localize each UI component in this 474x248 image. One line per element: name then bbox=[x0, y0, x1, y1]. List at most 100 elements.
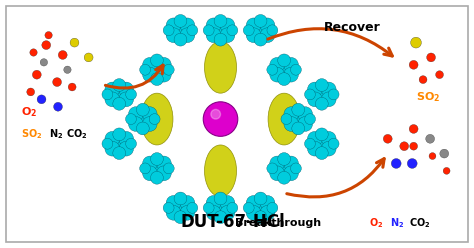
Circle shape bbox=[30, 49, 37, 56]
Circle shape bbox=[102, 89, 113, 100]
Circle shape bbox=[283, 156, 299, 171]
Circle shape bbox=[270, 67, 284, 82]
Circle shape bbox=[254, 33, 267, 46]
Circle shape bbox=[291, 163, 301, 174]
Text: $\mathregular{O_2}$: $\mathregular{O_2}$ bbox=[21, 105, 37, 119]
Circle shape bbox=[298, 117, 312, 131]
Circle shape bbox=[315, 147, 328, 159]
Circle shape bbox=[308, 92, 322, 107]
Circle shape bbox=[409, 124, 418, 133]
Circle shape bbox=[283, 166, 299, 181]
Circle shape bbox=[203, 102, 238, 136]
Circle shape bbox=[278, 54, 291, 67]
Circle shape bbox=[315, 79, 328, 92]
Circle shape bbox=[267, 163, 278, 174]
Circle shape bbox=[210, 20, 231, 41]
Circle shape bbox=[166, 195, 181, 210]
Circle shape bbox=[311, 84, 332, 105]
Text: $\mathregular{SO_2}$: $\mathregular{SO_2}$ bbox=[416, 90, 440, 104]
Circle shape bbox=[132, 109, 153, 129]
Circle shape bbox=[143, 67, 157, 82]
Text: $\mathregular{N_2}$: $\mathregular{N_2}$ bbox=[390, 216, 404, 230]
Circle shape bbox=[113, 97, 126, 110]
Circle shape bbox=[140, 163, 151, 174]
Circle shape bbox=[292, 122, 305, 135]
Ellipse shape bbox=[204, 145, 237, 197]
Circle shape bbox=[109, 84, 129, 105]
Circle shape bbox=[119, 131, 134, 146]
Circle shape bbox=[328, 138, 339, 149]
Circle shape bbox=[220, 205, 235, 220]
Circle shape bbox=[246, 28, 261, 43]
Circle shape bbox=[304, 138, 315, 149]
Circle shape bbox=[142, 117, 157, 131]
Circle shape bbox=[407, 158, 417, 168]
Circle shape bbox=[68, 83, 76, 91]
Circle shape bbox=[128, 107, 143, 122]
Circle shape bbox=[260, 18, 275, 33]
Circle shape bbox=[321, 92, 336, 107]
Ellipse shape bbox=[141, 93, 173, 145]
Circle shape bbox=[156, 156, 171, 171]
Circle shape bbox=[163, 25, 174, 36]
Circle shape bbox=[298, 107, 312, 122]
Circle shape bbox=[315, 128, 328, 141]
Circle shape bbox=[140, 64, 151, 75]
Circle shape bbox=[227, 202, 238, 213]
Circle shape bbox=[288, 109, 309, 129]
FancyBboxPatch shape bbox=[7, 6, 467, 242]
Circle shape bbox=[260, 28, 275, 43]
Circle shape bbox=[149, 114, 160, 124]
Circle shape bbox=[410, 142, 418, 150]
Circle shape bbox=[126, 114, 137, 124]
Circle shape bbox=[284, 117, 299, 131]
Circle shape bbox=[254, 14, 267, 27]
Circle shape bbox=[180, 18, 195, 33]
Circle shape bbox=[436, 71, 444, 79]
Circle shape bbox=[214, 14, 227, 27]
Circle shape bbox=[70, 38, 79, 47]
Circle shape bbox=[220, 195, 235, 210]
Text: $\mathregular{CO_2}$: $\mathregular{CO_2}$ bbox=[66, 127, 88, 141]
Circle shape bbox=[214, 211, 227, 224]
Text: $\mathregular{SO_2}$: $\mathregular{SO_2}$ bbox=[21, 127, 43, 141]
Circle shape bbox=[426, 134, 435, 143]
Circle shape bbox=[321, 82, 336, 97]
Circle shape bbox=[283, 58, 299, 72]
Circle shape bbox=[166, 205, 181, 220]
Circle shape bbox=[164, 163, 174, 174]
Circle shape bbox=[220, 28, 235, 43]
Circle shape bbox=[27, 88, 35, 96]
Circle shape bbox=[113, 147, 126, 159]
Circle shape bbox=[113, 79, 126, 92]
Circle shape bbox=[187, 25, 198, 36]
Circle shape bbox=[292, 103, 305, 116]
Circle shape bbox=[250, 20, 271, 41]
Circle shape bbox=[254, 211, 267, 224]
Circle shape bbox=[243, 25, 254, 36]
Circle shape bbox=[119, 141, 134, 156]
Circle shape bbox=[206, 18, 221, 33]
Circle shape bbox=[267, 64, 278, 75]
Circle shape bbox=[143, 58, 157, 72]
Circle shape bbox=[174, 192, 187, 205]
Circle shape bbox=[291, 64, 301, 75]
Text: $\mathregular{CO_2}$: $\mathregular{CO_2}$ bbox=[409, 216, 430, 230]
Circle shape bbox=[105, 92, 120, 107]
Circle shape bbox=[315, 97, 328, 110]
Text: $\mathregular{O_2}$: $\mathregular{O_2}$ bbox=[369, 216, 383, 230]
Circle shape bbox=[64, 66, 71, 73]
Circle shape bbox=[180, 195, 195, 210]
Circle shape bbox=[32, 70, 41, 79]
Text: Recover: Recover bbox=[324, 21, 381, 34]
Circle shape bbox=[246, 18, 261, 33]
Circle shape bbox=[156, 58, 171, 72]
Circle shape bbox=[274, 59, 294, 80]
Circle shape bbox=[170, 197, 191, 218]
Ellipse shape bbox=[204, 41, 237, 93]
Circle shape bbox=[419, 76, 427, 84]
Circle shape bbox=[410, 37, 421, 48]
Circle shape bbox=[126, 89, 137, 100]
Circle shape bbox=[284, 107, 299, 122]
Circle shape bbox=[270, 156, 284, 171]
